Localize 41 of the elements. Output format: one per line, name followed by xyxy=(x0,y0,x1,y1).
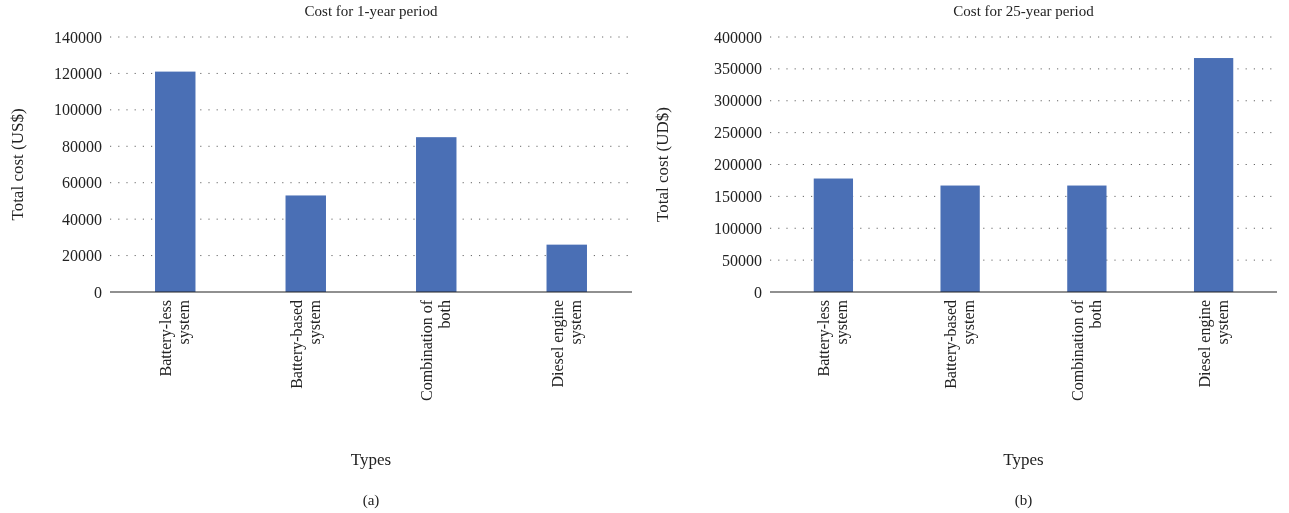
y-tick-label: 0 xyxy=(754,283,762,301)
x-tick-label: Battery-based system xyxy=(287,299,324,389)
x-tick-label: Battery-based system xyxy=(942,299,979,389)
y-tick-label: 250000 xyxy=(714,124,762,142)
text: (a) xyxy=(362,492,380,509)
y-tick-label: 300000 xyxy=(714,92,762,110)
x-tick-label: Battery-less system xyxy=(815,299,852,377)
y-tick-label: 0 xyxy=(94,283,102,301)
y-axis-title: Total cost (US$) xyxy=(8,108,27,221)
y-tick-label: 40000 xyxy=(62,210,102,228)
bar xyxy=(1067,185,1107,292)
chart-title: Cost for 1-year period xyxy=(304,3,438,19)
x-axis-title: Types xyxy=(1003,450,1044,469)
y-tick-label: 20000 xyxy=(62,247,102,265)
y-tick-label: 60000 xyxy=(62,174,102,192)
y-tick-label: 100000 xyxy=(54,101,102,119)
y-tick-label: 100000 xyxy=(714,219,762,237)
bar xyxy=(546,244,587,292)
y-axis-title: Total cost (UD$) xyxy=(653,107,672,222)
x-axis-title: Types xyxy=(350,450,392,469)
y-tick-label: 200000 xyxy=(714,156,762,174)
bar xyxy=(1193,58,1234,292)
text: (b) xyxy=(1014,492,1033,509)
x-tick-label: Battery-less system xyxy=(157,299,194,377)
bar xyxy=(813,178,854,292)
x-tick-label: Diesel engine system xyxy=(1195,299,1232,388)
bar xyxy=(940,185,980,292)
y-tick-label: 350000 xyxy=(714,60,762,78)
bar xyxy=(416,137,457,292)
x-tick-label: Combination of both xyxy=(418,299,454,401)
bar xyxy=(155,71,196,292)
x-tick-label: Combination of both xyxy=(1068,299,1104,401)
y-tick-label: 80000 xyxy=(62,137,102,155)
chart-title: Cost for 25-year period xyxy=(953,3,1095,19)
y-tick-label: 400000 xyxy=(714,28,762,46)
y-tick-label: 120000 xyxy=(54,65,102,83)
x-tick-label: Diesel engine system xyxy=(548,299,585,388)
bar xyxy=(285,195,326,292)
y-tick-label: 150000 xyxy=(714,187,762,205)
y-tick-label: 140000 xyxy=(54,28,102,46)
y-tick-label: 50000 xyxy=(722,251,762,269)
